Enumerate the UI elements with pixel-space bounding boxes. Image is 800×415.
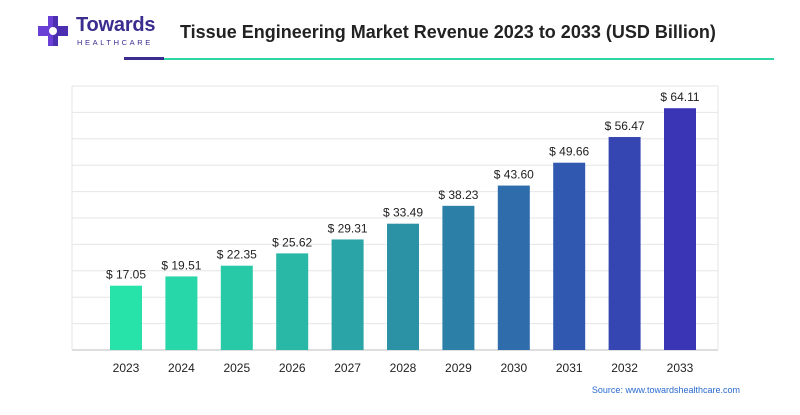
brand-logo[interactable]: Towards HEALTHCARE <box>36 10 186 50</box>
data-label-2023: $ 17.05 <box>106 268 146 282</box>
data-label-2025: $ 22.35 <box>217 248 257 262</box>
x-tick-2029: 2029 <box>445 361 472 375</box>
x-tick-2028: 2028 <box>390 361 417 375</box>
x-tick-2027: 2027 <box>334 361 361 375</box>
title-rule-accent <box>124 57 164 60</box>
bars <box>110 108 696 350</box>
source-link[interactable]: Source: www.towardshealthcare.com <box>591 385 740 395</box>
brand-name: Towards <box>76 14 156 36</box>
data-label-2028: $ 33.49 <box>383 206 423 220</box>
bar-2033[interactable] <box>664 108 696 350</box>
data-labels: $ 17.05 $ 19.51 $ 22.35 $ 25.62 $ 29.31 $ 33.… <box>106 90 700 281</box>
data-label-2027: $ 29.31 <box>328 221 368 235</box>
data-label-2026: $ 25.62 <box>272 235 312 249</box>
data-label-2031: $ 49.66 <box>549 145 589 159</box>
bar-2025[interactable] <box>220 265 253 350</box>
bar-2024[interactable] <box>165 276 198 350</box>
data-label-2032: $ 56.47 <box>605 119 645 133</box>
chart-title: Tissue Engineering Market Revenue 2023 t… <box>180 22 716 42</box>
bar-2031[interactable] <box>553 162 586 350</box>
x-tick-2023: 2023 <box>113 361 140 375</box>
data-label-2030: $ 43.60 <box>494 168 534 182</box>
x-tick-2030: 2030 <box>500 361 527 375</box>
brand-tagline: HEALTHCARE <box>77 38 153 47</box>
x-tick-2025: 2025 <box>223 361 250 375</box>
bar-2026[interactable] <box>276 253 309 350</box>
bar-2028[interactable] <box>387 223 419 350</box>
x-tick-labels: 2023 2024 2025 2026 2027 2028 2029 2030 2031 2032… <box>113 361 694 375</box>
data-label-2029: $ 38.23 <box>438 188 478 202</box>
title-rule <box>164 58 774 60</box>
x-tick-2033: 2033 <box>667 361 694 375</box>
header: Towards HEALTHCARE Tissue Engineering Ma… <box>0 0 800 62</box>
bar-2032[interactable] <box>608 137 641 350</box>
x-tick-2026: 2026 <box>279 361 306 375</box>
bar-2023[interactable] <box>110 285 142 350</box>
x-tick-2024: 2024 <box>168 361 195 375</box>
bar-2027[interactable] <box>331 239 364 350</box>
bar-2029[interactable] <box>442 205 475 350</box>
data-label-2033: $ 64.11 <box>660 90 699 104</box>
x-tick-2031: 2031 <box>556 361 583 375</box>
data-label-2024: $ 19.51 <box>161 258 201 272</box>
bar-2030[interactable] <box>497 185 530 350</box>
medical-cross-icon <box>38 16 68 46</box>
x-tick-2032: 2032 <box>611 361 638 375</box>
